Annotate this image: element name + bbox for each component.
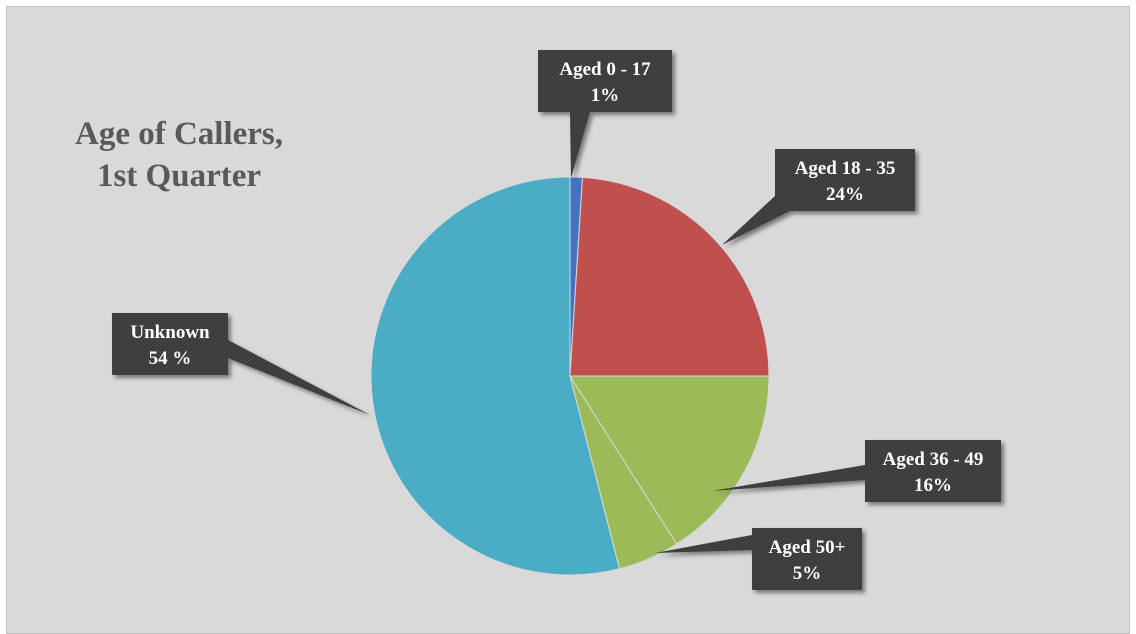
data-label-category: Aged 50+ [769, 537, 846, 558]
chart-title: Age of Callers, 1st Quarter [29, 113, 329, 197]
data-label-box [752, 528, 862, 590]
pie-slice-aged-36-49 [569, 375, 770, 545]
data-label-box [538, 50, 672, 112]
pie-slice-unknown [370, 176, 621, 576]
data-label-aged-0-17: Aged 0 - 17 1% [538, 50, 672, 178]
data-label-percent: 16% [914, 475, 952, 496]
data-label-aged-18-35: Aged 18 - 35 24% [722, 149, 915, 245]
data-label-aged-50: Aged 50+ 5% [655, 528, 862, 590]
data-label-percent: 54 % [149, 348, 192, 369]
data-label-category: Aged 36 - 49 [883, 449, 984, 470]
pie-slices [370, 176, 770, 576]
data-label-category: Aged 0 - 17 [559, 59, 651, 80]
data-label-pointer [570, 112, 590, 178]
data-label-box [865, 440, 1001, 502]
data-label-box [112, 313, 228, 375]
data-label-pointer [722, 196, 790, 245]
data-label-unknown: Unknown 54 % [112, 313, 370, 415]
data-label-pointer [712, 465, 865, 491]
data-label-percent: 24% [826, 184, 864, 205]
chart-title-line-2: 1st Quarter [96, 158, 262, 194]
chart-title-line-1: Age of Callers, [74, 116, 284, 152]
data-label-category: Aged 18 - 35 [795, 158, 896, 179]
data-label-pointer [655, 535, 752, 553]
data-label-category: Unknown [130, 322, 210, 343]
data-label-pointer [228, 340, 370, 415]
data-label-percent: 1% [591, 85, 620, 106]
data-label-aged-36-49: Aged 36 - 49 16% [712, 440, 1001, 502]
data-label-box [775, 149, 915, 211]
pie-slice-aged-18-35 [569, 176, 770, 377]
data-labels: Aged 0 - 17 1% Aged 18 - 35 24% Aged 36 - 49… [112, 50, 1001, 590]
data-label-percent: 5% [793, 563, 822, 584]
